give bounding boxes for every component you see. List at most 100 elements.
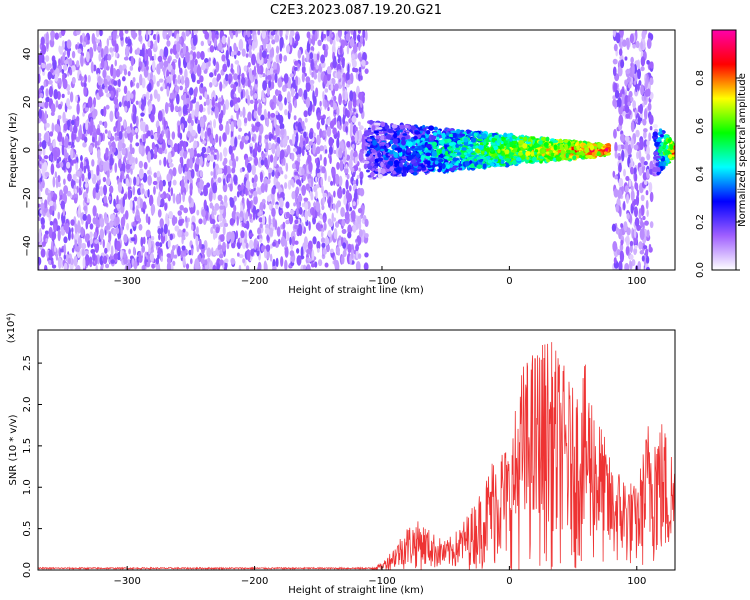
spectrogram-cell bbox=[230, 136, 236, 147]
spectrogram-cell bbox=[289, 250, 295, 257]
spectrogram-cell bbox=[257, 227, 262, 235]
spectrogram-cell bbox=[197, 64, 201, 72]
spectrogram-cell bbox=[145, 213, 149, 224]
spectrogram-cell bbox=[294, 240, 299, 245]
spectrogram-cell bbox=[271, 39, 276, 45]
spectrogram-cell bbox=[315, 189, 318, 200]
spectrogram-cell bbox=[201, 61, 206, 71]
spectrogram-cell bbox=[49, 154, 53, 161]
spectrogram-cell bbox=[336, 162, 340, 170]
spectrogram-cell bbox=[319, 100, 322, 107]
spectrogram-cell bbox=[315, 176, 318, 183]
spectrogram-cell bbox=[459, 129, 465, 133]
spectrogram-cell bbox=[346, 141, 351, 148]
spectrogram-cell bbox=[179, 67, 183, 74]
spectrogram-cell bbox=[313, 53, 317, 62]
spectrogram-cell bbox=[248, 67, 253, 80]
spectrogram-cell bbox=[143, 96, 147, 107]
spectrogram-cell bbox=[312, 103, 315, 113]
spectrogram-cell bbox=[41, 180, 45, 189]
spectrogram-cell bbox=[198, 238, 202, 250]
spectrogram-cell bbox=[177, 210, 182, 216]
spectrogram-cell bbox=[141, 47, 145, 58]
spectrogram-cell bbox=[106, 170, 110, 179]
spectrogram-cell bbox=[360, 35, 363, 45]
spectrogram-cell bbox=[204, 131, 208, 139]
spectrogram-cell bbox=[315, 87, 319, 98]
spectrogram-cell bbox=[115, 89, 119, 99]
spectrogram-cell bbox=[61, 144, 65, 156]
spectrogram-cell bbox=[145, 91, 150, 101]
spectrogram-cell bbox=[233, 42, 237, 52]
spectrogram-cell bbox=[38, 54, 43, 66]
spectrogram-cell bbox=[244, 230, 248, 241]
spectrogram-cell bbox=[54, 123, 60, 133]
spectrogram-cell bbox=[58, 141, 63, 146]
spectrogram-cell bbox=[167, 57, 171, 64]
spectrogram-cell bbox=[83, 82, 87, 88]
spectrogram-cell bbox=[164, 102, 169, 114]
spectrogram-cell bbox=[119, 30, 124, 38]
spectrogram-cell bbox=[229, 183, 233, 192]
spectrogram-cell bbox=[211, 96, 215, 109]
spectrogram-cell bbox=[120, 125, 124, 133]
spectrogram-cell bbox=[106, 93, 111, 98]
spectrogram-cell bbox=[402, 165, 408, 172]
spectrogram-cell bbox=[183, 207, 189, 214]
spectrogram-cell bbox=[102, 202, 108, 207]
spectrogram-cell bbox=[233, 174, 238, 185]
spectrogram-cell bbox=[123, 56, 129, 61]
spectrogram-cell bbox=[123, 233, 128, 244]
spectrogram-cell bbox=[251, 177, 255, 184]
spectrogram-cell bbox=[214, 106, 219, 117]
spectrogram-cell bbox=[241, 197, 245, 204]
spectrogram-cell bbox=[180, 94, 186, 101]
spectrogram-cell bbox=[164, 202, 168, 211]
spectrogram-cell bbox=[266, 235, 270, 241]
spectrogram-cell bbox=[54, 73, 59, 82]
spectrogram-cell bbox=[258, 217, 264, 223]
spectrogram-cell bbox=[52, 176, 56, 188]
spectrogram-cell bbox=[239, 237, 243, 243]
spectrogram-cell bbox=[349, 90, 354, 102]
spectrogram-cell bbox=[347, 224, 352, 235]
spectrogram-cell bbox=[333, 228, 338, 240]
spectrogram-cell bbox=[76, 185, 79, 194]
spectrogram-cell bbox=[208, 191, 213, 202]
spectrogram-cell bbox=[105, 147, 109, 158]
spectrogram-cell bbox=[209, 81, 213, 88]
spectrogram-cell bbox=[346, 173, 350, 180]
spectrogram-cell bbox=[48, 249, 53, 259]
spectrogram-cell bbox=[275, 257, 279, 268]
spectrogram-cell bbox=[269, 67, 274, 75]
spectrogram-cell bbox=[215, 61, 220, 73]
spectrogram-cell bbox=[209, 132, 214, 144]
spectrogram-cell bbox=[203, 188, 208, 197]
spectrogram-cell bbox=[180, 75, 185, 86]
spectrogram-cell bbox=[347, 193, 353, 203]
spectrogram-cell bbox=[212, 230, 216, 241]
spectrogram-cell bbox=[144, 52, 147, 62]
spectrogram-cell bbox=[57, 229, 61, 242]
spectrogram-cell bbox=[89, 223, 94, 230]
spectrogram-cell bbox=[279, 41, 283, 53]
spectrogram-cell bbox=[338, 93, 342, 106]
spectrogram-cell bbox=[321, 227, 325, 233]
spectrogram-cell bbox=[366, 156, 371, 160]
spectrogram-cell bbox=[66, 161, 71, 169]
spectrogram-cell bbox=[233, 195, 237, 202]
spectrogram-cell bbox=[284, 97, 287, 106]
spectrogram-cell bbox=[321, 185, 324, 194]
spectrogram-cell bbox=[362, 51, 367, 62]
spectrogram-cell bbox=[135, 214, 141, 220]
spectrogram-cell bbox=[261, 89, 265, 101]
spectrogram-cell bbox=[360, 177, 363, 186]
spectrogram-cell bbox=[175, 42, 181, 53]
spectrogram-cell bbox=[345, 33, 350, 41]
spectrogram-cell bbox=[186, 130, 191, 138]
spectrogram-cell bbox=[249, 99, 254, 104]
spectrogram-cell bbox=[332, 203, 336, 211]
spectrogram-cell bbox=[280, 149, 285, 160]
spectrogram-cell bbox=[123, 193, 128, 200]
spectrogram-cell bbox=[41, 139, 47, 150]
